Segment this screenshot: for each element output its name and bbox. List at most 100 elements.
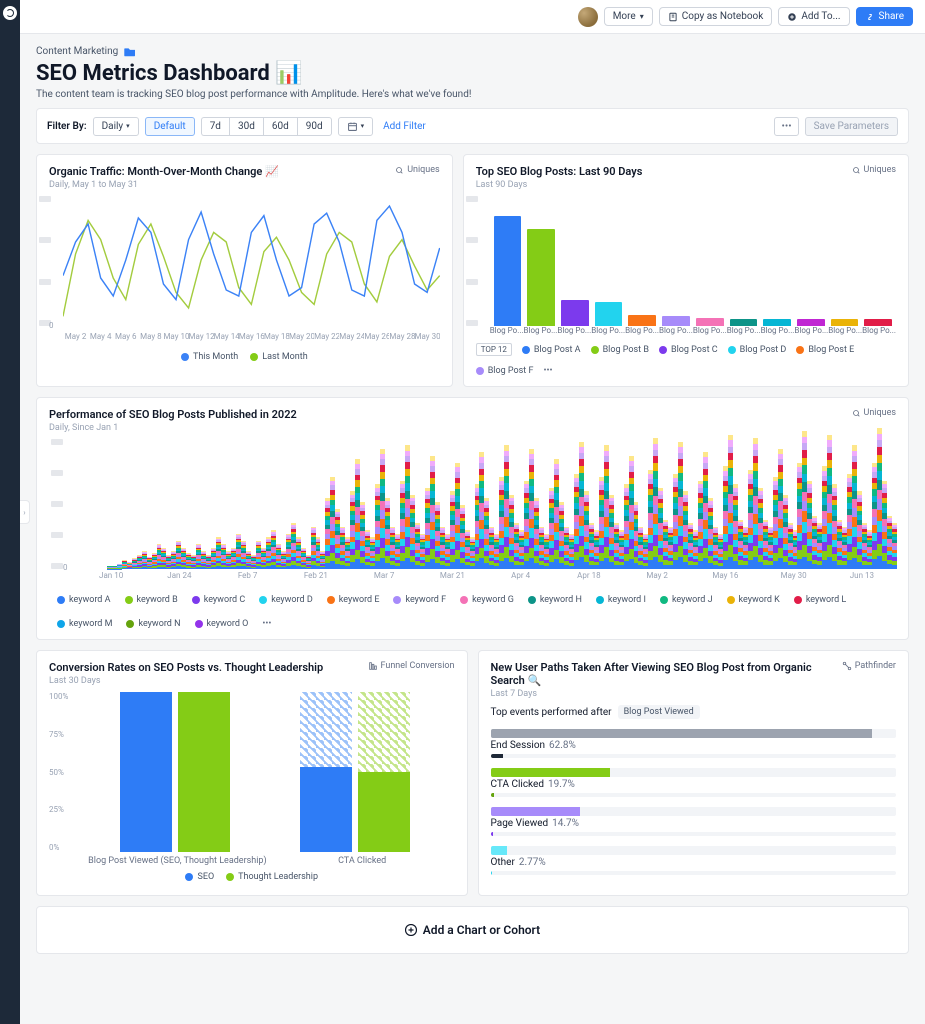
legend-item[interactable]: keyword O: [195, 619, 249, 629]
legend-item[interactable]: This Month: [181, 352, 238, 362]
card-subtitle: Daily, Since Jan 1: [49, 423, 297, 433]
conversion-bar[interactable]: [358, 692, 410, 852]
bar-chart[interactable]: [490, 196, 896, 326]
legend-item[interactable]: Blog Post F: [476, 366, 534, 376]
range-button-30d[interactable]: 30d: [229, 117, 263, 136]
breadcrumb[interactable]: Content Marketing: [36, 46, 909, 57]
legend-item[interactable]: Blog Post D: [728, 345, 787, 355]
add-to-button[interactable]: Add To...: [778, 7, 849, 26]
legend-item[interactable]: keyword A: [57, 595, 111, 605]
range-button-60d[interactable]: 60d: [263, 117, 297, 136]
conversion-bar[interactable]: [300, 692, 352, 852]
metric-type[interactable]: Uniques: [851, 408, 897, 418]
legend-item[interactable]: keyword F: [393, 595, 446, 605]
legend-item[interactable]: keyword E: [327, 595, 380, 605]
event-chip[interactable]: Blog Post Viewed: [618, 705, 700, 719]
card-title[interactable]: Performance of SEO Blog Posts Published …: [49, 408, 297, 421]
bar[interactable]: [595, 302, 623, 326]
bar[interactable]: [864, 319, 892, 326]
bar[interactable]: [494, 216, 522, 326]
bar[interactable]: [628, 315, 656, 326]
chart-legend: This Month Last Month: [49, 352, 440, 362]
left-nav-rail: [0, 0, 20, 1024]
metric-type[interactable]: Pathfinder: [842, 661, 896, 671]
bar[interactable]: [527, 229, 555, 326]
bar[interactable]: [763, 319, 791, 326]
conversion-bar[interactable]: [120, 692, 172, 852]
conversion-bar[interactable]: [178, 692, 230, 852]
x-axis-labels: Blog Po...Blog Po...Blog Po...Blog Po...…: [490, 326, 896, 335]
path-row[interactable]: Other2.77%: [491, 846, 897, 875]
range-button-90d[interactable]: 90d: [297, 117, 332, 136]
bar[interactable]: [696, 318, 724, 326]
calendar-icon: [347, 121, 358, 132]
path-row[interactable]: End Session62.8%: [491, 729, 897, 758]
legend-item[interactable]: keyword G: [460, 595, 514, 605]
filter-more-button[interactable]: •••: [774, 117, 798, 136]
filter-bar: Filter By: Daily▾ Default 7d30d60d90d ▾ …: [36, 108, 909, 144]
page-subtitle: The content team is tracking SEO blog po…: [36, 89, 909, 100]
interval-select[interactable]: Daily▾: [93, 117, 139, 136]
folder-icon: [124, 47, 136, 57]
legend-item[interactable]: SEO: [185, 872, 214, 882]
x-axis-labels: May 2May 4May 6May 8May 10May 12May 14Ma…: [63, 332, 440, 341]
more-button[interactable]: More▾: [604, 7, 653, 26]
stacked-area-chart[interactable]: [49, 439, 896, 569]
legend-item[interactable]: keyword B: [125, 595, 178, 605]
legend-item[interactable]: Blog Post B: [591, 345, 649, 355]
add-chart-button[interactable]: Add a Chart or Cohort: [36, 906, 909, 954]
legend-item[interactable]: keyword N: [126, 619, 180, 629]
pathfinder-icon: [842, 661, 852, 671]
save-parameters-button[interactable]: Save Parameters: [805, 117, 898, 136]
top-n-badge[interactable]: TOP 12: [476, 343, 512, 356]
expand-sidebar-handle[interactable]: ›: [20, 500, 30, 524]
add-filter-link[interactable]: Add Filter: [383, 121, 426, 132]
bar[interactable]: [730, 319, 758, 326]
bar[interactable]: [561, 300, 589, 326]
legend-item[interactable]: keyword M: [57, 619, 112, 629]
bar[interactable]: [831, 319, 859, 326]
path-row[interactable]: CTA Clicked19.7%: [491, 768, 897, 797]
legend-item[interactable]: keyword K: [727, 595, 780, 605]
bar[interactable]: [662, 316, 690, 326]
legend-item[interactable]: Thought Leadership: [226, 872, 318, 882]
metric-type[interactable]: Uniques: [851, 165, 897, 175]
chart-legend: TOP 12 Blog Post A Blog Post B Blog Post C…: [476, 343, 896, 376]
metric-type[interactable]: Funnel Conversion: [368, 661, 455, 671]
date-picker-button[interactable]: ▾: [338, 117, 374, 136]
legend-item[interactable]: keyword D: [259, 595, 313, 605]
legend-more[interactable]: •••: [262, 619, 271, 629]
plus-icon: [405, 924, 417, 936]
card-title[interactable]: Top SEO Blog Posts: Last 90 Days: [476, 165, 643, 178]
default-range-button[interactable]: Default: [145, 117, 195, 136]
bar[interactable]: [797, 319, 825, 326]
user-paths-card: New User Paths Taken After Viewing SEO B…: [478, 650, 910, 896]
legend-item[interactable]: Blog Post E: [796, 345, 854, 355]
legend-item[interactable]: keyword I: [596, 595, 646, 605]
legend-item[interactable]: keyword J: [660, 595, 713, 605]
logo-icon[interactable]: [3, 6, 17, 20]
path-list: End Session62.8% CTA Clicked19.7% Page Vie…: [491, 729, 897, 875]
card-title[interactable]: Organic Traffic: Month-Over-Month Change…: [49, 165, 279, 178]
legend-item[interactable]: Blog Post C: [659, 345, 718, 355]
legend-item[interactable]: keyword L: [794, 595, 846, 605]
top-posts-card: Top SEO Blog Posts: Last 90 Days Last 90…: [463, 154, 909, 387]
legend-item[interactable]: keyword C: [192, 595, 245, 605]
metric-type[interactable]: Uniques: [394, 165, 440, 175]
uniques-icon: [851, 408, 861, 418]
legend-item[interactable]: Last Month: [250, 352, 307, 362]
copy-as-notebook-button[interactable]: Copy as Notebook: [659, 7, 773, 26]
x-axis-labels: Blog Post Viewed (SEO, Thought Leadershi…: [49, 856, 455, 866]
range-button-7d[interactable]: 7d: [201, 117, 229, 136]
line-chart[interactable]: [63, 196, 440, 326]
funnel-chart[interactable]: 100%75%50%25%0%: [49, 692, 455, 852]
card-title[interactable]: Conversion Rates on SEO Posts vs. Though…: [49, 661, 323, 674]
path-row[interactable]: Page Viewed14.7%: [491, 807, 897, 836]
chart-legend: keyword A keyword B keyword C keyword D keyw…: [49, 595, 896, 629]
avatar[interactable]: [578, 7, 598, 27]
card-title[interactable]: New User Paths Taken After Viewing SEO B…: [491, 661, 842, 687]
legend-item[interactable]: keyword H: [528, 595, 582, 605]
share-button[interactable]: Share: [856, 7, 913, 26]
legend-item[interactable]: Blog Post A: [522, 345, 581, 355]
legend-more[interactable]: •••: [543, 366, 552, 376]
